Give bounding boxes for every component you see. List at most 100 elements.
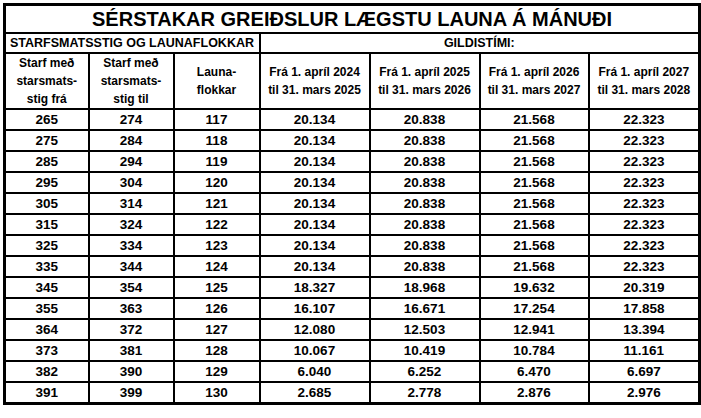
table-cell: 122: [174, 214, 260, 235]
table-cell: 11.161: [589, 340, 700, 361]
table-cell: 2.876: [480, 382, 589, 404]
table-cell: 20.134: [260, 109, 370, 130]
table-cell: 130: [174, 382, 260, 404]
table-row: 30531412120.13420.83821.56822.323: [5, 193, 700, 214]
table-cell: 373: [5, 340, 89, 361]
table-row: 3823901296.0406.2526.4706.697: [5, 361, 700, 382]
column-header-period-2027-2028: Frá 1. apríl 2027 til 31. mars 2028: [589, 53, 700, 109]
table-cell: 22.323: [589, 130, 700, 151]
table-row: 28529411920.13420.83821.56822.323: [5, 151, 700, 172]
table-row: 37338112810.06710.41910.78411.161: [5, 340, 700, 361]
table-cell: 10.784: [480, 340, 589, 361]
table-cell: 6.040: [260, 361, 370, 382]
table-cell: 20.134: [260, 151, 370, 172]
table-cell: 335: [5, 256, 89, 277]
table-cell: 22.323: [589, 214, 700, 235]
table-cell: 22.323: [589, 256, 700, 277]
column-header-period-2026-2027: Frá 1. apríl 2026 til 31. mars 2027: [480, 53, 589, 109]
column-header-line: til 31. mars 2026: [371, 81, 479, 99]
table-cell: 20.134: [260, 172, 370, 193]
table-cell: 315: [5, 214, 89, 235]
column-header-line: starsmats-: [90, 72, 173, 90]
column-header-line: Starf með: [6, 54, 88, 72]
table-cell: 295: [5, 172, 89, 193]
table-cell: 128: [174, 340, 260, 361]
table-row: 27528411820.13420.83821.56822.323: [5, 130, 700, 151]
table-cell: 390: [89, 361, 174, 382]
table-cell: 12.080: [260, 319, 370, 340]
table-cell: 19.632: [480, 277, 589, 298]
table-cell: 6.470: [480, 361, 589, 382]
section-header-row: STARFSMATSSTIG OG LAUNAFLOKKAR GILDISTÍM…: [5, 33, 700, 53]
table-cell: 285: [5, 151, 89, 172]
table-cell: 21.568: [480, 151, 589, 172]
table-row: 29530412020.13420.83821.56822.323: [5, 172, 700, 193]
column-header-line: flokkar: [175, 81, 259, 99]
table-cell: 20.134: [260, 130, 370, 151]
table-cell: 20.838: [370, 151, 480, 172]
table-cell: 129: [174, 361, 260, 382]
table-row: 33534412420.13420.83821.56822.323: [5, 256, 700, 277]
table-cell: 344: [89, 256, 174, 277]
table-cell: 20.838: [370, 109, 480, 130]
column-header-launaflokkar: Launa- flokkar: [174, 53, 260, 109]
column-header-period-2025-2026: Frá 1. apríl 2025 til 31. mars 2026: [370, 53, 480, 109]
table-cell: 334: [89, 235, 174, 256]
table-cell: 284: [89, 130, 174, 151]
table-cell: 126: [174, 298, 260, 319]
table-row: 31532412220.13420.83821.56822.323: [5, 214, 700, 235]
column-header-line: til 31. mars 2027: [481, 81, 588, 99]
table-row: 35536312616.10716.67117.25417.858: [5, 298, 700, 319]
table-cell: 314: [89, 193, 174, 214]
column-header-line: stig til: [90, 90, 173, 108]
table-cell: 22.323: [589, 193, 700, 214]
table-cell: 22.323: [589, 109, 700, 130]
table-cell: 127: [174, 319, 260, 340]
table-cell: 123: [174, 235, 260, 256]
column-header-line: Frá 1. apríl 2027: [590, 63, 699, 81]
table-cell: 21.568: [480, 235, 589, 256]
table-cell: 372: [89, 319, 174, 340]
table-cell: 21.568: [480, 172, 589, 193]
table-cell: 20.319: [589, 277, 700, 298]
table-cell: 274: [89, 109, 174, 130]
table-cell: 382: [5, 361, 89, 382]
table-cell: 17.858: [589, 298, 700, 319]
table-cell: 22.323: [589, 235, 700, 256]
table-cell: 124: [174, 256, 260, 277]
column-header-line: Launa-: [175, 63, 259, 81]
table-cell: 118: [174, 130, 260, 151]
table-cell: 20.134: [260, 214, 370, 235]
table-cell: 16.107: [260, 298, 370, 319]
table-cell: 304: [89, 172, 174, 193]
table-row: 32533412320.13420.83821.56822.323: [5, 235, 700, 256]
table-cell: 22.323: [589, 151, 700, 172]
table-cell: 10.067: [260, 340, 370, 361]
table-cell: 12.503: [370, 319, 480, 340]
table-cell: 21.568: [480, 130, 589, 151]
table-cell: 364: [5, 319, 89, 340]
table-cell: 21.568: [480, 193, 589, 214]
table-cell: 20.838: [370, 193, 480, 214]
wage-table-page: SÉRSTAKAR GREIÐSLUR LÆGSTU LAUNA Á MÁNUÐ…: [0, 0, 701, 418]
table-row: 36437212712.08012.50312.94113.394: [5, 319, 700, 340]
column-header-line: starsmats-: [6, 72, 88, 90]
table-cell: 20.838: [370, 235, 480, 256]
table-cell: 20.838: [370, 214, 480, 235]
table-cell: 381: [89, 340, 174, 361]
table-cell: 117: [174, 109, 260, 130]
table-cell: 20.134: [260, 256, 370, 277]
section-header-right: GILDISTÍMI:: [260, 33, 700, 53]
table-cell: 119: [174, 151, 260, 172]
table-cell: 21.568: [480, 109, 589, 130]
column-header-line: Frá 1. apríl 2026: [481, 63, 588, 81]
table-cell: 21.568: [480, 214, 589, 235]
column-header-line: Starf með: [90, 54, 173, 72]
section-header-left: STARFSMATSSTIG OG LAUNAFLOKKAR: [5, 33, 260, 53]
table-cell: 10.419: [370, 340, 480, 361]
table-cell: 20.838: [370, 256, 480, 277]
table-cell: 363: [89, 298, 174, 319]
table-cell: 121: [174, 193, 260, 214]
column-header-line: Frá 1. apríl 2025: [371, 63, 479, 81]
table-cell: 6.697: [589, 361, 700, 382]
